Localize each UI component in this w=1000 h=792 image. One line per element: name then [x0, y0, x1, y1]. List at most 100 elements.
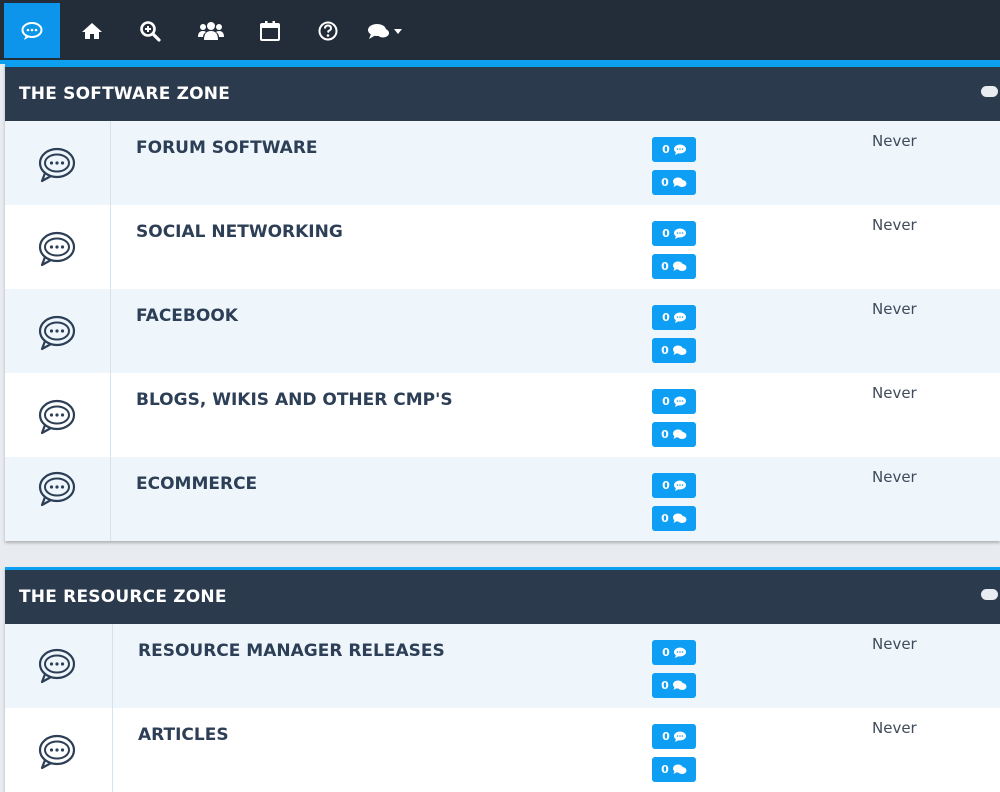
- forum-icon-cell: [5, 624, 113, 708]
- forum-title-link[interactable]: ECOMMERCE: [136, 474, 258, 494]
- section-header: THE RESOURCE ZONE: [5, 567, 1000, 624]
- forum-row: BLOGS, WIKIS AND OTHER CMP'S 0 0 Never: [5, 373, 1000, 457]
- forum-bubble-icon: [38, 648, 76, 684]
- forum-icon-cell: [5, 289, 111, 373]
- last-post-info: Never: [872, 216, 917, 234]
- section-title[interactable]: THE RESOURCE ZONE: [19, 587, 227, 607]
- thread-comment-icon: [673, 396, 686, 407]
- forum-bubble-icon: [38, 734, 76, 770]
- forum-bubble-icon: [38, 315, 76, 351]
- section-title[interactable]: THE SOFTWARE ZONE: [19, 84, 231, 104]
- calendar-icon: [260, 20, 280, 41]
- forum-title-link[interactable]: FORUM SOFTWARE: [136, 138, 318, 158]
- forum-bubble-icon: [38, 471, 76, 507]
- forum-icon-cell: [5, 373, 111, 457]
- forum-row: FORUM SOFTWARE 0 0 Never: [5, 121, 1000, 205]
- posts-comments-icon: [672, 261, 687, 271]
- posts-count: 0: [661, 763, 669, 776]
- posts-count: 0: [661, 344, 669, 357]
- thread-comment-icon: [673, 480, 686, 491]
- threads-count: 0: [662, 395, 670, 408]
- forum-title-link[interactable]: SOCIAL NETWORKING: [136, 222, 343, 242]
- posts-count: 0: [661, 176, 669, 189]
- collapse-toggle-icon[interactable]: [981, 589, 998, 600]
- posts-count: 0: [661, 679, 669, 692]
- threads-count: 0: [662, 311, 670, 324]
- collapse-toggle-icon[interactable]: [981, 86, 998, 97]
- forum-title-link[interactable]: RESOURCE MANAGER RELEASES: [138, 641, 445, 661]
- threads-count: 0: [662, 730, 670, 743]
- thread-comment-icon: [673, 312, 686, 323]
- forum-title-link[interactable]: FACEBOOK: [136, 306, 238, 326]
- nav-accent-line: [0, 60, 1000, 64]
- forum-icon-cell: [5, 708, 113, 792]
- search-nav-button[interactable]: [128, 3, 172, 58]
- section-header: THE SOFTWARE ZONE: [5, 64, 1000, 121]
- search-icon: [140, 20, 161, 42]
- posts-count-badge: 0: [652, 757, 696, 782]
- last-post-info: Never: [872, 719, 917, 737]
- help-nav-button[interactable]: [306, 3, 350, 58]
- forum-bubble-icon: [38, 399, 76, 435]
- forum-row: SOCIAL NETWORKING 0 0 Never: [5, 205, 1000, 289]
- posts-count-badge: 0: [652, 170, 696, 195]
- last-post-info: Never: [872, 635, 917, 653]
- posts-comments-icon: [672, 764, 687, 774]
- conversations-nav-button[interactable]: [360, 3, 410, 58]
- forum-title-link[interactable]: ARTICLES: [138, 725, 229, 745]
- posts-comments-icon: [672, 680, 687, 690]
- node-section: THE SOFTWARE ZONE FORUM SOFTWARE 0 0 Nev…: [5, 64, 1000, 541]
- threads-count-badge: 0: [652, 221, 696, 246]
- posts-count: 0: [661, 260, 669, 273]
- conversations-icon: [368, 23, 402, 39]
- threads-count-badge: 0: [652, 640, 696, 665]
- threads-count-badge: 0: [652, 724, 696, 749]
- forum-bubble-icon: [38, 147, 76, 183]
- posts-comments-icon: [672, 429, 687, 439]
- posts-count-badge: 0: [652, 254, 696, 279]
- threads-count-badge: 0: [652, 305, 696, 330]
- last-post-info: Never: [872, 132, 917, 150]
- posts-count-badge: 0: [652, 422, 696, 447]
- posts-count-badge: 0: [652, 506, 696, 531]
- thread-comment-icon: [673, 647, 686, 658]
- threads-count-badge: 0: [652, 137, 696, 162]
- threads-count: 0: [662, 646, 670, 659]
- help-icon: [318, 21, 338, 40]
- last-post-info: Never: [872, 384, 917, 402]
- posts-count: 0: [661, 428, 669, 441]
- calendar-nav-button[interactable]: [248, 3, 292, 58]
- forum-icon-cell: [5, 205, 111, 289]
- forum-row: RESOURCE MANAGER RELEASES 0 0 Never: [5, 624, 1000, 708]
- forum-row: ECOMMERCE 0 0 Never: [5, 457, 1000, 541]
- top-navigation-bar: [0, 0, 1000, 64]
- members-nav-button[interactable]: [188, 3, 234, 58]
- members-icon: [198, 21, 224, 40]
- forum-row: FACEBOOK 0 0 Never: [5, 289, 1000, 373]
- forums-nav-button[interactable]: [4, 3, 60, 58]
- node-section: THE RESOURCE ZONE RESOURCE MANAGER RELEA…: [5, 567, 1000, 792]
- forum-icon-cell: [5, 457, 111, 541]
- home-icon: [82, 22, 102, 39]
- threads-count: 0: [662, 143, 670, 156]
- posts-count-badge: 0: [652, 338, 696, 363]
- forum-bubble-icon: [38, 231, 76, 267]
- forum-title-link[interactable]: BLOGS, WIKIS AND OTHER CMP'S: [136, 390, 453, 410]
- posts-count: 0: [661, 512, 669, 525]
- thread-comment-icon: [673, 731, 686, 742]
- home-nav-button[interactable]: [70, 3, 114, 58]
- posts-comments-icon: [672, 513, 687, 523]
- threads-count: 0: [662, 479, 670, 492]
- forum-row: ARTICLES 0 0 Never: [5, 708, 1000, 792]
- forum-icon-cell: [5, 121, 111, 205]
- posts-comments-icon: [672, 345, 687, 355]
- thread-comment-icon: [673, 228, 686, 239]
- last-post-info: Never: [872, 468, 917, 486]
- posts-count-badge: 0: [652, 673, 696, 698]
- threads-count-badge: 0: [652, 389, 696, 414]
- posts-comments-icon: [672, 177, 687, 187]
- forums-icon: [21, 21, 43, 40]
- threads-count: 0: [662, 227, 670, 240]
- threads-count-badge: 0: [652, 473, 696, 498]
- thread-comment-icon: [673, 144, 686, 155]
